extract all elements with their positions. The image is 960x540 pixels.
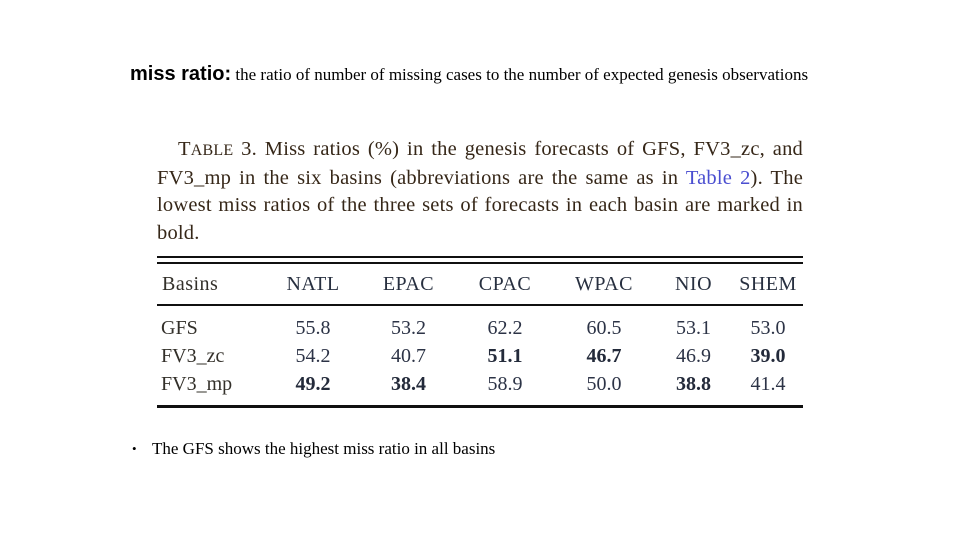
table-caption: TABLE 3. Miss ratios (%) in the genesis … [157, 136, 803, 247]
slide-title: miss ratio: the ratio of number of missi… [130, 63, 808, 86]
row-label-gfs: GFS [161, 317, 198, 339]
column-header-epac: EPAC [361, 264, 456, 306]
table-figure: TABLE 3. Miss ratios (%) in the genesis … [157, 136, 803, 408]
miss-ratio-table: Basins NATL EPAC CPAC WPAC NIO SHEM GFS … [157, 264, 803, 405]
caption-text-post: ). The lowest miss ratios of the three s… [157, 166, 804, 244]
cell-value: 53.0 [750, 317, 786, 339]
caption-text-pre: 3. Miss ratios (%) in the genesis foreca… [157, 138, 803, 189]
cell-value: 46.7 [586, 345, 622, 367]
column-header-shem: SHEM [733, 264, 803, 306]
column-header-basins: Basins [157, 264, 265, 306]
table-header-row: Basins NATL EPAC CPAC WPAC NIO SHEM [157, 264, 803, 306]
cell-value: 58.9 [487, 373, 523, 395]
cell-value: 38.8 [676, 373, 711, 395]
cell-value: 49.2 [295, 373, 331, 395]
cell-value: 55.8 [295, 317, 331, 339]
cell-value: 54.2 [295, 345, 331, 367]
cell-value: 40.7 [391, 345, 426, 367]
cell-value: 51.1 [487, 345, 523, 367]
table-top-double-rule [157, 256, 803, 264]
caption-table-word-smallcaps: ABLE [190, 142, 234, 159]
column-header-nio: NIO [654, 264, 733, 306]
column-header-natl: NATL [265, 264, 361, 306]
cell-value: 39.0 [750, 345, 786, 367]
bullet-text: The GFS shows the highest miss ratio in … [152, 439, 496, 458]
row-label-fv3mp: FV3_mp [161, 373, 233, 395]
table-row: FV3_zc 54.2 40.7 51.1 46.7 46.9 39.0 [157, 343, 803, 371]
title-term: miss ratio: [130, 63, 232, 85]
table-bottom-rule [157, 405, 803, 408]
cell-value: 62.2 [487, 317, 523, 339]
table2-link[interactable]: Table 2 [685, 166, 751, 189]
column-header-cpac: CPAC [456, 264, 554, 306]
cell-value: 53.2 [391, 317, 426, 339]
cell-value: 60.5 [586, 317, 622, 339]
bullet-icon: • [132, 441, 137, 456]
cell-value: 41.4 [750, 373, 786, 395]
caption-table-word-cap: T [178, 138, 191, 160]
table-row: GFS 55.8 53.2 62.2 60.5 53.1 53.0 [157, 305, 803, 343]
column-header-wpac: WPAC [554, 264, 654, 306]
bullet-point: • The GFS shows the highest miss ratio in… [132, 439, 495, 459]
title-definition: the ratio of number of missing cases to … [231, 65, 809, 84]
cell-value: 38.4 [391, 373, 426, 395]
table-row: FV3_mp 49.2 38.4 58.9 50.0 38.8 41.4 [157, 371, 803, 406]
cell-value: 53.1 [676, 317, 711, 339]
row-label-fv3zc: FV3_zc [161, 345, 225, 367]
cell-value: 50.0 [586, 373, 622, 395]
cell-value: 46.9 [676, 345, 711, 367]
